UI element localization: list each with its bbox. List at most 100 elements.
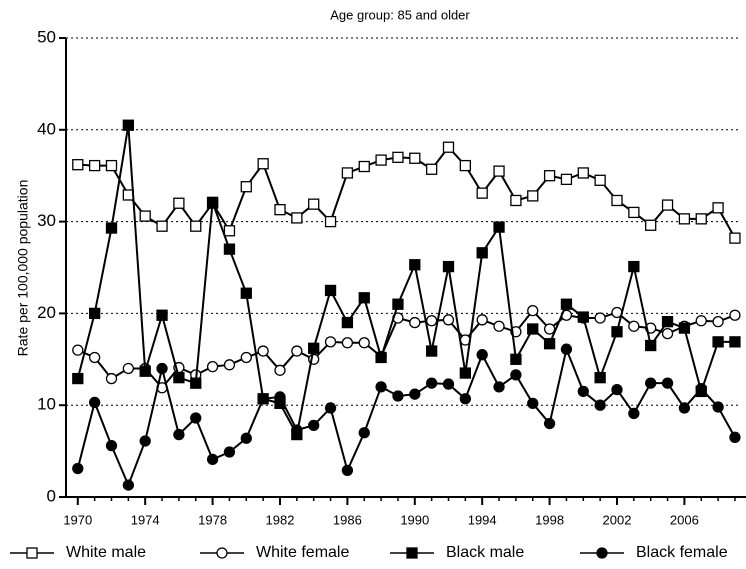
marker — [493, 381, 505, 393]
marker — [476, 314, 488, 326]
marker — [678, 213, 691, 225]
marker — [611, 326, 623, 338]
marker — [729, 336, 741, 348]
x-tick-label: 1978 — [198, 512, 227, 527]
marker — [611, 383, 623, 396]
marker — [527, 323, 539, 335]
marker — [425, 315, 438, 327]
legend-marker — [26, 547, 38, 559]
marker — [678, 322, 691, 334]
marker — [223, 359, 236, 371]
marker — [543, 170, 556, 182]
marker — [240, 351, 252, 364]
marker — [223, 243, 236, 255]
marker — [257, 345, 269, 357]
marker — [425, 345, 438, 357]
marker — [173, 197, 185, 209]
marker — [358, 427, 370, 439]
marker — [493, 221, 505, 233]
marker — [409, 152, 421, 164]
y-tick-label: 20 — [37, 303, 56, 322]
marker — [206, 196, 219, 208]
y-axis-label: Rate per 100,000 population — [15, 180, 31, 357]
marker — [88, 307, 101, 320]
y-tick-label: 40 — [37, 119, 56, 138]
marker — [476, 187, 488, 199]
marker — [628, 206, 640, 219]
x-tick-label: 1998 — [535, 512, 564, 527]
marker — [122, 119, 134, 131]
marker — [543, 338, 556, 350]
marker — [476, 247, 488, 259]
marker — [510, 194, 522, 207]
series-line — [77, 145, 736, 239]
marker — [527, 304, 539, 317]
marker — [156, 309, 168, 321]
marker — [442, 314, 455, 326]
series-line — [77, 309, 736, 390]
marker — [324, 215, 337, 228]
y-tick-label: 0 — [47, 486, 56, 505]
marker — [628, 407, 640, 420]
marker — [695, 213, 707, 225]
marker — [240, 181, 252, 193]
marker — [661, 199, 674, 211]
marker — [240, 432, 252, 444]
marker — [712, 336, 724, 348]
legend-marker — [596, 547, 608, 559]
marker — [577, 311, 589, 323]
marker — [72, 462, 84, 475]
legend-label: White female — [256, 544, 349, 561]
marker — [712, 202, 724, 214]
marker — [274, 204, 286, 216]
marker — [122, 479, 134, 491]
marker — [156, 362, 168, 375]
marker — [72, 344, 84, 356]
marker — [190, 377, 202, 389]
marker — [308, 419, 320, 432]
marker — [594, 174, 606, 186]
marker — [291, 424, 303, 436]
marker — [594, 399, 606, 411]
marker — [139, 365, 151, 377]
marker — [577, 385, 589, 398]
marker — [139, 210, 151, 222]
marker — [543, 323, 556, 335]
marker — [409, 259, 421, 271]
x-tick-label: 1974 — [131, 512, 160, 527]
marker — [442, 141, 455, 153]
chart-title: Age group: 85 and older — [330, 7, 470, 22]
y-tick-label: 10 — [37, 395, 56, 414]
marker — [645, 377, 657, 389]
marker — [594, 372, 606, 384]
legend-label: Black female — [636, 544, 728, 561]
marker — [409, 388, 421, 400]
marker — [729, 232, 741, 244]
marker — [527, 397, 539, 410]
marker — [206, 360, 219, 373]
legend-marker — [406, 547, 418, 559]
marker — [358, 337, 370, 349]
marker — [476, 349, 488, 361]
marker — [392, 298, 404, 310]
marker — [392, 390, 404, 402]
marker — [493, 165, 505, 177]
marker — [543, 417, 556, 430]
x-tick-label: 2002 — [603, 512, 632, 527]
marker — [274, 364, 286, 376]
marker — [341, 167, 354, 179]
marker — [459, 393, 471, 405]
marker — [577, 167, 589, 179]
marker — [206, 453, 219, 466]
marker — [425, 163, 438, 175]
marker — [661, 327, 674, 340]
marker — [122, 362, 134, 375]
marker — [729, 431, 741, 443]
y-tick-label: 30 — [37, 211, 56, 230]
marker — [628, 320, 640, 332]
x-tick-label: 2006 — [670, 512, 699, 527]
marker — [358, 160, 370, 173]
marker — [442, 260, 455, 273]
marker — [139, 435, 151, 447]
